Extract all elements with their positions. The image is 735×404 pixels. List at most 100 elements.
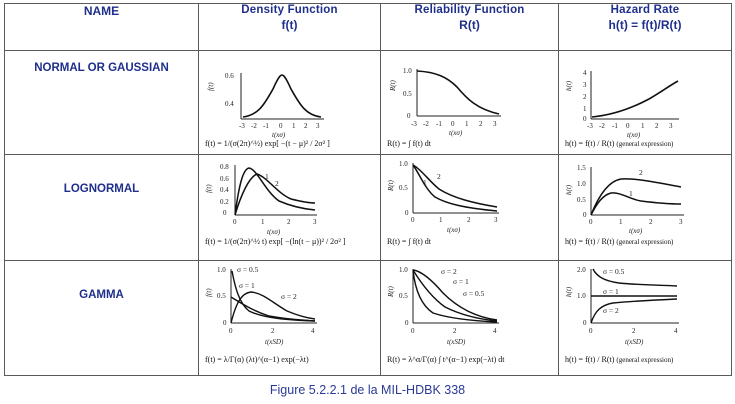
header-hazard-sub: h(t) = f(t)/R(t) (608, 18, 682, 32)
header-reliability-label: Reliability Function (414, 4, 525, 17)
formula-note: (general expression) (616, 140, 674, 148)
row-name-label: GAMMA (79, 289, 124, 301)
formula-main: h(t) = f(t) / R(t) (565, 139, 615, 148)
distribution-table: NAME Density Function f(t) Reliability F… (4, 3, 732, 376)
xtick: -2 (599, 122, 605, 130)
row-lognormal: LOGNORMAL f(t) 0 0.2 0.4 0.6 0.8 1 2 0 1… (4, 154, 732, 261)
header-density-label: Density Function (241, 4, 338, 17)
curve-label: σ = 1 (453, 277, 469, 286)
ytick: 0.5 (217, 292, 226, 300)
curve-label: σ = 0.5 (603, 267, 625, 276)
row-name-normal: NORMAL OR GAUSSIAN (4, 50, 199, 155)
curve-label: σ = 2 (603, 306, 619, 315)
ytick: 1.0 (399, 266, 408, 274)
row-name-label: LOGNORMAL (63, 183, 140, 195)
xticks: 0 1 2 3 (411, 216, 498, 224)
ytick: 1.0 (577, 292, 586, 300)
gamma-density-curve-2 (230, 291, 316, 324)
ytick: 0.4 (225, 100, 234, 108)
plot-lognormal-density: f(t) 0 0.2 0.4 0.6 0.8 1 2 0 1 2 3 t(xσ) (205, 163, 317, 236)
cell-gamma-reliability: R(t) 0 0.5 1.0 σ = 2 σ = 1 σ = 0.5 0 2 4… (380, 260, 559, 376)
xtick: 1 (641, 122, 645, 130)
cell-normal-hazard: h(t) 0 1 2 3 4 -3 -2 -1 0 1 2 3 t(xσ) (558, 50, 732, 155)
ytick: 2 (583, 93, 587, 101)
xtick: 0 (626, 122, 630, 130)
figure-caption: Figure 5.2.2.1 de la MIL-HDBK 338 (269, 383, 466, 397)
xtick: 2 (453, 327, 457, 335)
plot-gamma-hazard: h(t) 0 1.0 2.0 σ = 0.5 σ = 1 σ = 2 0 2 4… (565, 266, 679, 346)
plot-gamma-density: f(t) 0 0.5 1.0 σ = 0.5 σ = 1 σ = 2 0 2 4… (205, 265, 317, 346)
cell-normal-reliability: R(t) 0 0.5 1.0 -3 -2 -1 0 1 2 3 t(xσ) R( (380, 50, 559, 155)
xlabel: t(xσ) (447, 226, 461, 234)
xlabel: t(xSD) (625, 338, 644, 346)
header-row: NAME Density Function f(t) Reliability F… (4, 3, 732, 51)
xticks: 0 2 4 (229, 327, 315, 335)
xlabel: t(xσ) (629, 227, 643, 235)
ytick: 0 (223, 209, 227, 217)
ytick: 1.0 (403, 67, 412, 75)
ytick: 3 (583, 81, 587, 89)
xtick: 0 (589, 218, 593, 226)
xtick: 2 (467, 216, 471, 224)
xtick: -3 (587, 122, 593, 130)
ytick: 0 (223, 319, 227, 327)
xtick: 0 (451, 120, 455, 128)
curve-label: 2 (639, 168, 643, 177)
curve-label: 1 (265, 172, 269, 181)
normal-density-curve (242, 74, 322, 118)
ytick: 0.5 (399, 184, 408, 192)
curve-label: σ = 1 (239, 281, 255, 290)
row-name-label: NORMAL OR GAUSSIAN (34, 62, 169, 74)
lognormal-hazard-curve-1 (590, 192, 682, 216)
ylabel: f(t) (205, 288, 213, 297)
gamma-hazard-curve-2 (590, 298, 678, 324)
formula-normal-hazard: h(t) = f(t) / R(t) (general expression) (565, 139, 673, 148)
curve-label: 2 (275, 179, 279, 188)
xtick: 3 (679, 218, 683, 226)
ytick: 0 (405, 319, 409, 327)
lognormal-reliability-curve-1 (412, 164, 498, 212)
xtick: 2 (655, 122, 659, 130)
gamma-reliability-curve-2 (412, 269, 498, 321)
xticks: -3 -2 -1 0 1 2 3 (239, 122, 320, 130)
ytick: 0.5 (577, 196, 586, 204)
xtick: 0 (279, 122, 283, 130)
xtick: 1 (292, 122, 296, 130)
cell-lognormal-reliability: R(t) 0 0.5 1.0 1 2 0 1 2 3 t(xσ) R(t) = … (380, 154, 559, 261)
header-hazard-label: Hazard Rate (610, 4, 680, 17)
xtick: 3 (494, 216, 498, 224)
plot-normal-reliability: R(t) 0 0.5 1.0 -3 -2 -1 0 1 2 3 t(xσ) (389, 67, 501, 137)
formula-gamma-density: f(t) = λ/Γ(α) (λt)^(α−1) exp(−λt) (205, 355, 309, 364)
ytick: 1.0 (577, 180, 586, 188)
formula-lognormal-density: f(t) = 1/(σ(2π)^½ t) exp[ −(ln(t − μ))² … (205, 237, 346, 246)
xtick: 3 (313, 218, 317, 226)
plot-normal-hazard: h(t) 0 1 2 3 4 -3 -2 -1 0 1 2 3 t(xσ) (565, 69, 679, 139)
xtick: 3 (316, 122, 320, 130)
formula-lognormal-reliability: R(t) = ∫ f(t) dt (387, 237, 432, 246)
xtick: -2 (251, 122, 257, 130)
ytick: 0.5 (403, 90, 412, 98)
xlabel: t(xσ) (272, 131, 286, 139)
xtick: -3 (239, 122, 245, 130)
row-gamma: GAMMA f(t) 0 0.5 1.0 σ = 0.5 σ = 1 σ = 2… (4, 260, 732, 376)
formula-lognormal-hazard: h(t) = f(t) / R(t) (general expression) (565, 237, 673, 246)
header-reliability-sub: R(t) (459, 18, 480, 32)
header-name: NAME (4, 3, 199, 51)
ytick: 1 (583, 105, 587, 113)
ytick: 0 (583, 319, 587, 327)
ylabel: h(t) (565, 286, 573, 297)
formula-normal-reliability: R(t) = ∫ f(t) dt (387, 139, 432, 148)
formula-normal-density: f(t) = 1/(σ(2π)^½) exp[ −(t − μ)² / 2σ² … (205, 139, 330, 148)
plot-gamma-reliability: R(t) 0 0.5 1.0 σ = 2 σ = 1 σ = 0.5 0 2 4… (387, 266, 499, 346)
curve-label: σ = 0.5 (237, 265, 259, 274)
xlabel: t(xσ) (627, 131, 641, 139)
cell-lognormal-hazard: h(t) 0 0.5 1.0 1.5 1 2 0 1 2 3 t(xσ) (558, 154, 732, 261)
xticks: 0 1 2 3 (233, 218, 317, 226)
xtick: -2 (423, 120, 429, 128)
curve-label: σ = 1 (603, 287, 619, 296)
xtick: 3 (669, 122, 673, 130)
xtick: 1 (465, 120, 469, 128)
ytick: 0.5 (399, 292, 408, 300)
lognormal-density-curve-1 (234, 167, 316, 216)
gamma-density-curve-0.5 (231, 270, 316, 322)
